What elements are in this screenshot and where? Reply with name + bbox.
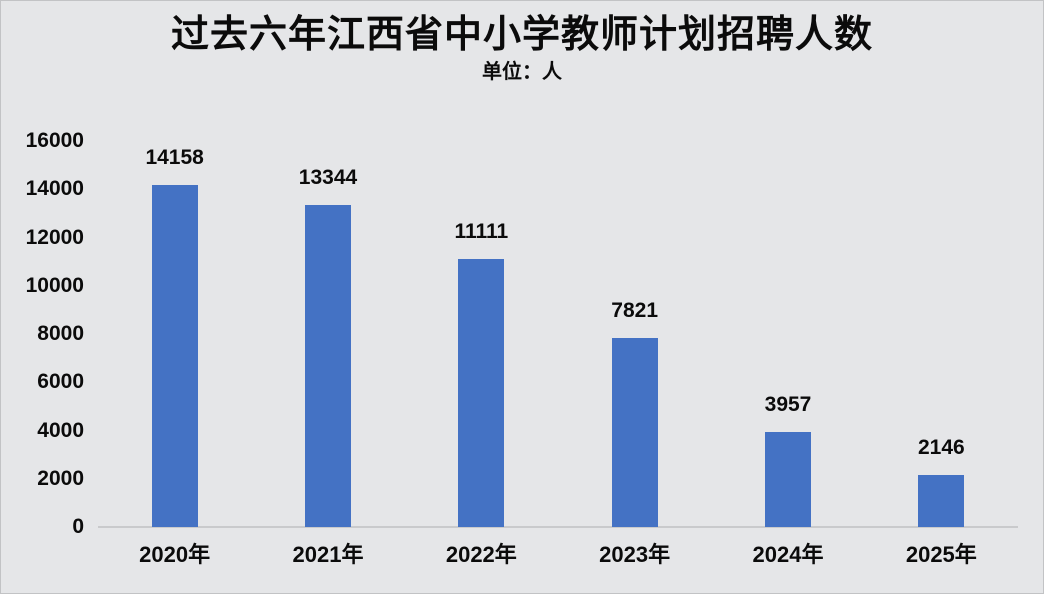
- y-axis: 0 2000 4000 6000 8000 10000 12000 14000 16000: [0, 0, 84, 594]
- x-axis-label: 2020年: [139, 542, 211, 567]
- bar-value-label: 2146: [917, 436, 965, 459]
- x-axis-label: 2022年: [445, 542, 517, 567]
- y-tick-label: 14000: [25, 177, 84, 201]
- y-tick-label: 0: [72, 515, 84, 538]
- y-tick-label: 8000: [37, 322, 84, 345]
- bar: [305, 205, 351, 527]
- y-tick-label: 2000: [37, 466, 84, 490]
- chart-subtitle: 单位：人: [482, 61, 562, 83]
- bar-value-label: 11111: [454, 220, 509, 243]
- y-tick-label: 10000: [25, 273, 84, 297]
- x-axis-label: 2023年: [599, 542, 671, 567]
- y-tick-label: 6000: [37, 370, 84, 394]
- y-tick-label: 4000: [37, 418, 84, 442]
- bar-value-label: 3957: [764, 393, 812, 416]
- bar: [151, 185, 198, 527]
- x-axis-label: 2025年: [905, 542, 977, 567]
- bar: [611, 338, 658, 527]
- bar: [918, 475, 965, 527]
- chart-title: 过去六年江西省中小学教师计划招聘人数: [170, 14, 873, 56]
- x-axis-label: 2021年: [292, 542, 364, 567]
- bar-value-label: 13344: [298, 166, 358, 189]
- bar-value-label: 14158: [145, 146, 204, 169]
- bar: [765, 432, 811, 527]
- y-tick-label: 16000: [25, 129, 84, 152]
- x-axis-line: [98, 526, 1018, 528]
- x-axis-label: 2024年: [752, 542, 824, 567]
- bar-value-label: 7821: [611, 299, 659, 322]
- y-tick-label: 12000: [25, 225, 84, 249]
- bar: [458, 259, 505, 527]
